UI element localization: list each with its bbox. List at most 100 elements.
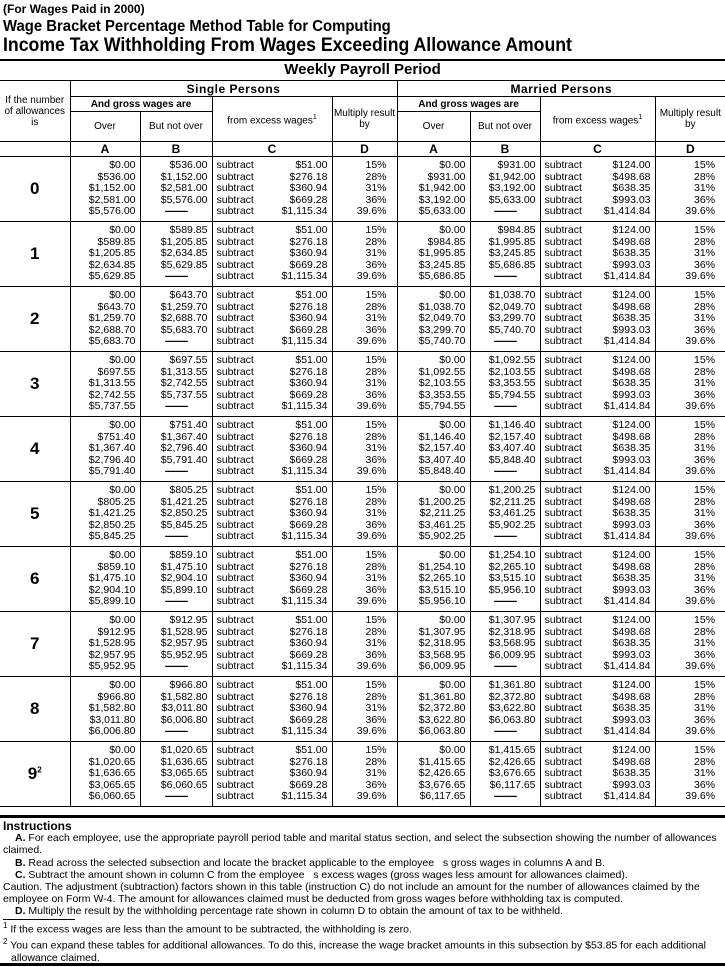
single-rate-cell: 15% 28% 31% 36% 39.6% — [331, 676, 398, 742]
married-subtract-cell: subtract $124.00 subtract $498.68 subtract $6… — [539, 546, 656, 612]
subtract-label: subtract — [544, 702, 582, 715]
amount: $751.40 — [97, 430, 136, 443]
subtract-label: subtract — [544, 583, 582, 596]
rate: 39.6% — [685, 530, 716, 543]
table-row: 2 $0.00 $643.70 $1,259.70 $2,688.70 $5,683.7… — [0, 286, 725, 352]
subtract-line: subtract $1,115.34 — [217, 271, 328, 283]
married-subtract-cell: subtract $124.00 subtract $498.68 subtract $6… — [539, 351, 656, 417]
no-limit-dashes: --------- — [493, 790, 517, 803]
subtract-line: subtract $276.18 — [217, 626, 328, 639]
instruction-key: D. — [15, 905, 26, 918]
subtract-amount: $669.28 — [289, 388, 328, 401]
single-col-d: D — [331, 141, 398, 157]
rate: 36% — [694, 453, 716, 466]
subtract-amount: $51.00 — [295, 549, 328, 561]
subtract-label: subtract — [544, 419, 582, 431]
subtract-amount: $1,414.84 — [603, 205, 651, 218]
single-gross-wages-header: And gross wages are — [70, 96, 213, 112]
subtract-label: subtract — [544, 679, 582, 691]
subtract-label: subtract — [544, 247, 582, 260]
excess-label: from excess wages — [227, 115, 313, 127]
subtract-label: subtract — [544, 323, 582, 336]
subtract-line: subtract $498.68 — [545, 236, 651, 249]
single-over-cell: $0.00 $912.95 $1,528.95 $2,957.95 $5,952.95 — [69, 611, 141, 677]
married-persons-header: Married Persons — [396, 80, 725, 97]
rate: 36% — [365, 518, 387, 531]
amount: $6,060.65 — [88, 790, 136, 803]
subtract-label: subtract — [544, 388, 582, 401]
amount: $5,686.85 — [488, 258, 536, 271]
amount: $5,956.10 — [488, 583, 536, 596]
single-rate-cell: 15% 28% 31% 36% 39.6% — [331, 481, 398, 547]
subtract-amount: $498.68 — [612, 365, 651, 378]
subtract-amount: $1,414.84 — [603, 400, 651, 413]
subtract-line: subtract $276.18 — [217, 691, 328, 704]
subtract-line: subtract $1,414.84 — [545, 661, 651, 673]
amount: $2,265.10 — [488, 560, 536, 573]
single-over-cell: $0.00 $805.25 $1,421.25 $2,850.25 $5,845.25 — [69, 481, 141, 547]
subtract-label: subtract — [544, 755, 582, 768]
amount: $0.00 — [439, 614, 466, 626]
subtract-label: subtract — [544, 170, 582, 183]
rate: 15% — [694, 744, 716, 756]
subtract-amount: $498.68 — [612, 690, 651, 703]
amount: $1,200.25 — [488, 484, 536, 496]
rate: 39.6% — [356, 465, 387, 478]
amount: $1,200.25 — [418, 495, 466, 508]
amount: $2,318.95 — [418, 637, 466, 650]
amount: $697.55 — [97, 365, 136, 378]
amount: $912.95 — [97, 625, 136, 638]
married-not-over-cell: $1,146.40 $2,157.40 $3,407.40 $5,848.40 ----… — [469, 416, 541, 482]
subtract-amount: $124.00 — [612, 679, 651, 691]
subtract-amount: $1,414.84 — [603, 530, 651, 543]
amount: $5,683.70 — [160, 323, 208, 336]
subtract-label: subtract — [216, 388, 254, 401]
allowances-count: 8 — [30, 699, 40, 718]
subtract-line: subtract $360.94 — [217, 183, 328, 195]
amount: $3,299.70 — [488, 312, 536, 325]
subtract-line: subtract $498.68 — [544, 170, 651, 184]
subtract-amount: $276.18 — [289, 560, 328, 573]
rate: 36% — [365, 648, 387, 661]
amount: $1,528.95 — [160, 625, 208, 638]
rate: 15% — [365, 614, 387, 626]
amount: $0.00 — [109, 484, 136, 496]
subtract-label: subtract — [544, 335, 582, 348]
subtract-line: subtract $1,414.84 — [545, 466, 651, 478]
amount: $1,152.00 — [88, 182, 136, 195]
subtract-label: subtract — [544, 648, 582, 661]
subtract-line: subtract $638.35 — [545, 508, 651, 520]
amount: $3,299.70 — [418, 323, 466, 336]
subtract-line: subtract $1,414.84 — [545, 401, 651, 413]
subtract-line: subtract $669.28 — [217, 259, 328, 272]
amount: $1,146.40 — [418, 430, 466, 443]
amount: $643.70 — [97, 300, 136, 313]
subtract-amount: $51.00 — [295, 484, 328, 496]
allowances-count: 7 — [30, 634, 40, 653]
single-col-a: A — [69, 141, 141, 157]
subtract-amount: $1,115.34 — [281, 465, 328, 478]
allowances-count: 5 — [30, 504, 40, 523]
amount: $2,634.85 — [160, 247, 208, 260]
subtract-line: subtract $993.03 — [544, 583, 651, 597]
subtract-line: subtract $360.94 — [217, 443, 328, 455]
footnote-mark: 2 — [3, 936, 8, 946]
rate: 15% — [694, 484, 716, 496]
amount: $1,995.85 — [418, 247, 466, 260]
instruction-text: Multiply the result by the withholding p… — [28, 905, 564, 918]
married-rate-cell: 15% 28% 31% 36% 39.6% — [654, 221, 725, 287]
instruction-c: C. Subtract the amount shown in column C… — [3, 869, 718, 881]
subtract-line: subtract $498.68 — [544, 755, 651, 769]
rate: 39.6% — [356, 530, 387, 543]
amount: $6,009.95 — [488, 648, 536, 661]
allowances-count: 0 — [30, 179, 40, 198]
subtract-line: subtract $1,115.34 — [217, 791, 328, 803]
rate: 36% — [365, 193, 387, 206]
instruction-a: A. For each employee, use the appropriat… — [3, 832, 718, 856]
amount: $1,636.65 — [88, 767, 136, 780]
rate: 36% — [694, 518, 716, 531]
rate: 36% — [694, 713, 716, 726]
subtract-label: subtract — [216, 755, 254, 768]
amount: $0.00 — [109, 549, 136, 561]
amount: $0.00 — [439, 224, 466, 236]
